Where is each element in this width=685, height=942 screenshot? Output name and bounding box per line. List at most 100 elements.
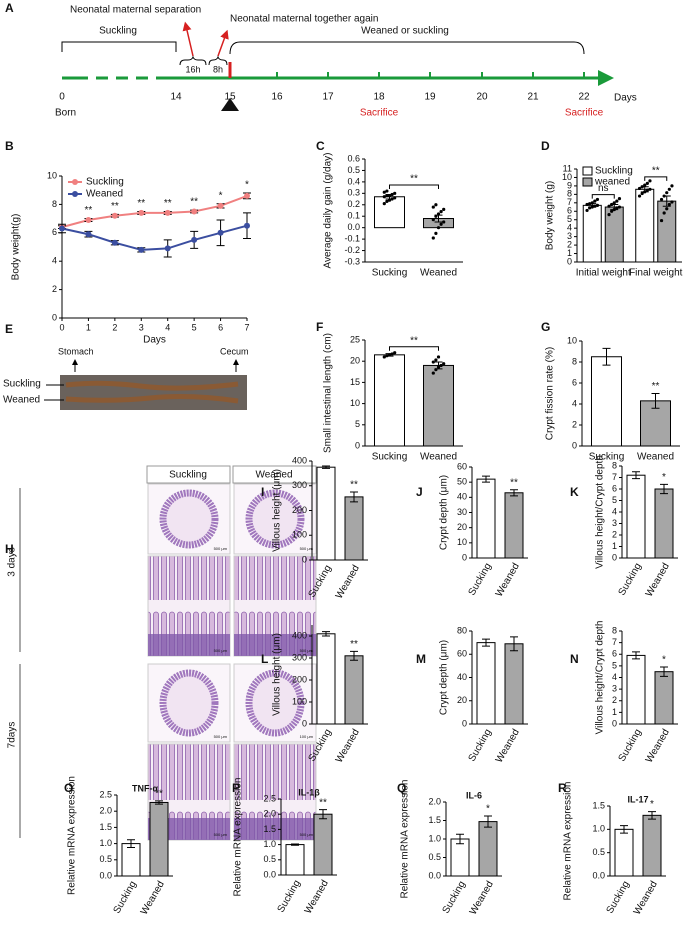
marker — [217, 229, 224, 236]
y-tick-label: 0.0 — [428, 870, 441, 880]
x-tick-label: Sucking — [467, 561, 494, 597]
marker — [244, 222, 250, 229]
x-tick-label: 1 — [86, 322, 91, 332]
significance: ** — [652, 165, 660, 176]
row-label: 7days — [7, 722, 18, 749]
data-point — [645, 188, 649, 192]
significance: ** — [111, 201, 119, 212]
y-tick-label: 6 — [612, 483, 617, 493]
panel-label: O — [64, 781, 73, 795]
legend-swatch — [582, 177, 593, 187]
y-tick-label: 5 — [612, 495, 617, 505]
panel-label: J — [416, 485, 423, 499]
y-tick-label: 1.0 — [428, 833, 441, 843]
bracket — [61, 41, 177, 52]
cross-section — [245, 669, 305, 737]
data-point — [615, 206, 619, 210]
panel-label: N — [570, 652, 579, 666]
panel-label: B — [5, 139, 14, 153]
x-tick-label: 3 — [139, 322, 144, 332]
label: Sacrifice — [360, 108, 399, 119]
panel-label: A — [5, 1, 14, 15]
data-point — [670, 184, 674, 188]
y-tick-label: 1.0 — [263, 839, 276, 849]
y-tick-label: 0.5 — [592, 847, 605, 857]
x-tick-label: Final weight — [629, 268, 683, 279]
y-tick-label: 0 — [612, 718, 617, 728]
significance: ** — [652, 381, 660, 392]
day-label: 15 — [224, 92, 236, 103]
y-axis-label: Villous height (μm) — [272, 469, 283, 552]
x-tick-label: Weaned — [494, 561, 522, 599]
scale-bar-label: 500 μm — [214, 648, 228, 653]
error-bar — [482, 475, 490, 483]
x-tick-label: Weaned — [637, 452, 674, 463]
y-tick-label: 15 — [350, 377, 360, 387]
data-point — [665, 207, 669, 211]
data-point — [607, 213, 611, 217]
bar — [614, 828, 634, 877]
data-point — [431, 218, 435, 222]
bar — [374, 196, 405, 229]
significance: ** — [155, 788, 163, 799]
y-tick-label: -0.3 — [344, 256, 360, 266]
y-axis-label: Relative mRNA expression — [400, 780, 411, 899]
significance: * — [219, 190, 223, 201]
intestine — [65, 380, 239, 391]
y-tick-label: 4 — [52, 256, 57, 266]
panel-label: K — [570, 485, 579, 499]
error-bar — [385, 193, 394, 200]
chart-title: TNF-α — [132, 783, 158, 793]
error-bar — [127, 839, 135, 848]
marker — [244, 192, 250, 199]
error-bar — [651, 393, 660, 409]
y-tick-label: 2 — [612, 695, 617, 705]
data-point — [648, 187, 652, 191]
y-tick-label: 400 — [292, 630, 307, 640]
error-bar — [632, 651, 640, 660]
triangle — [221, 98, 239, 111]
x-tick-label: 4 — [165, 322, 170, 332]
data-point — [615, 199, 619, 203]
y-tick-label: 8 — [612, 625, 617, 635]
y-tick-label: 20 — [350, 356, 360, 366]
x-tick-label: Sucking — [112, 879, 139, 915]
bracket — [229, 41, 585, 55]
error-bar — [640, 186, 649, 193]
panel-label: P — [232, 781, 240, 795]
x-tick-label: Initial weight — [576, 268, 631, 279]
data-point — [393, 191, 397, 195]
y-axis-label: Average daily gain (g/day) — [323, 153, 334, 269]
y-tick-label: 5 — [355, 419, 360, 429]
y-tick-label: 0 — [302, 554, 307, 564]
marker — [217, 202, 224, 209]
marker — [191, 208, 198, 215]
day-label: 19 — [424, 92, 436, 103]
x-tick-label: Sucking — [372, 452, 408, 463]
y-tick-label: 0 — [462, 552, 467, 562]
data-point — [434, 231, 438, 235]
y-tick-label: 1 — [612, 541, 617, 551]
y-axis-label: Crypt depth (μm) — [439, 640, 450, 715]
y-tick-label: 1.0 — [99, 838, 112, 848]
label: Born — [55, 108, 76, 119]
column-label: Suckling — [169, 470, 207, 481]
data-point — [442, 220, 446, 224]
data-point — [385, 189, 389, 193]
histology: H Suckling Weaned 3 days 7days 500 μm 500… — [5, 465, 317, 841]
bar — [504, 492, 524, 559]
label: 8h — [213, 64, 223, 74]
x-tick-label: Sucking — [467, 727, 494, 763]
column-header — [146, 465, 231, 484]
data-point — [648, 179, 652, 183]
y-tick-label: 100 — [292, 530, 307, 540]
y-tick-label: 1 — [612, 707, 617, 717]
error-bar — [602, 347, 611, 366]
bar — [316, 466, 336, 561]
scale-bar-label: 500 μm — [214, 734, 228, 739]
significance: * — [662, 472, 666, 483]
legend-swatch — [582, 166, 593, 176]
error-bar — [319, 809, 327, 820]
scale-bar-label: 100 μm — [300, 734, 314, 739]
